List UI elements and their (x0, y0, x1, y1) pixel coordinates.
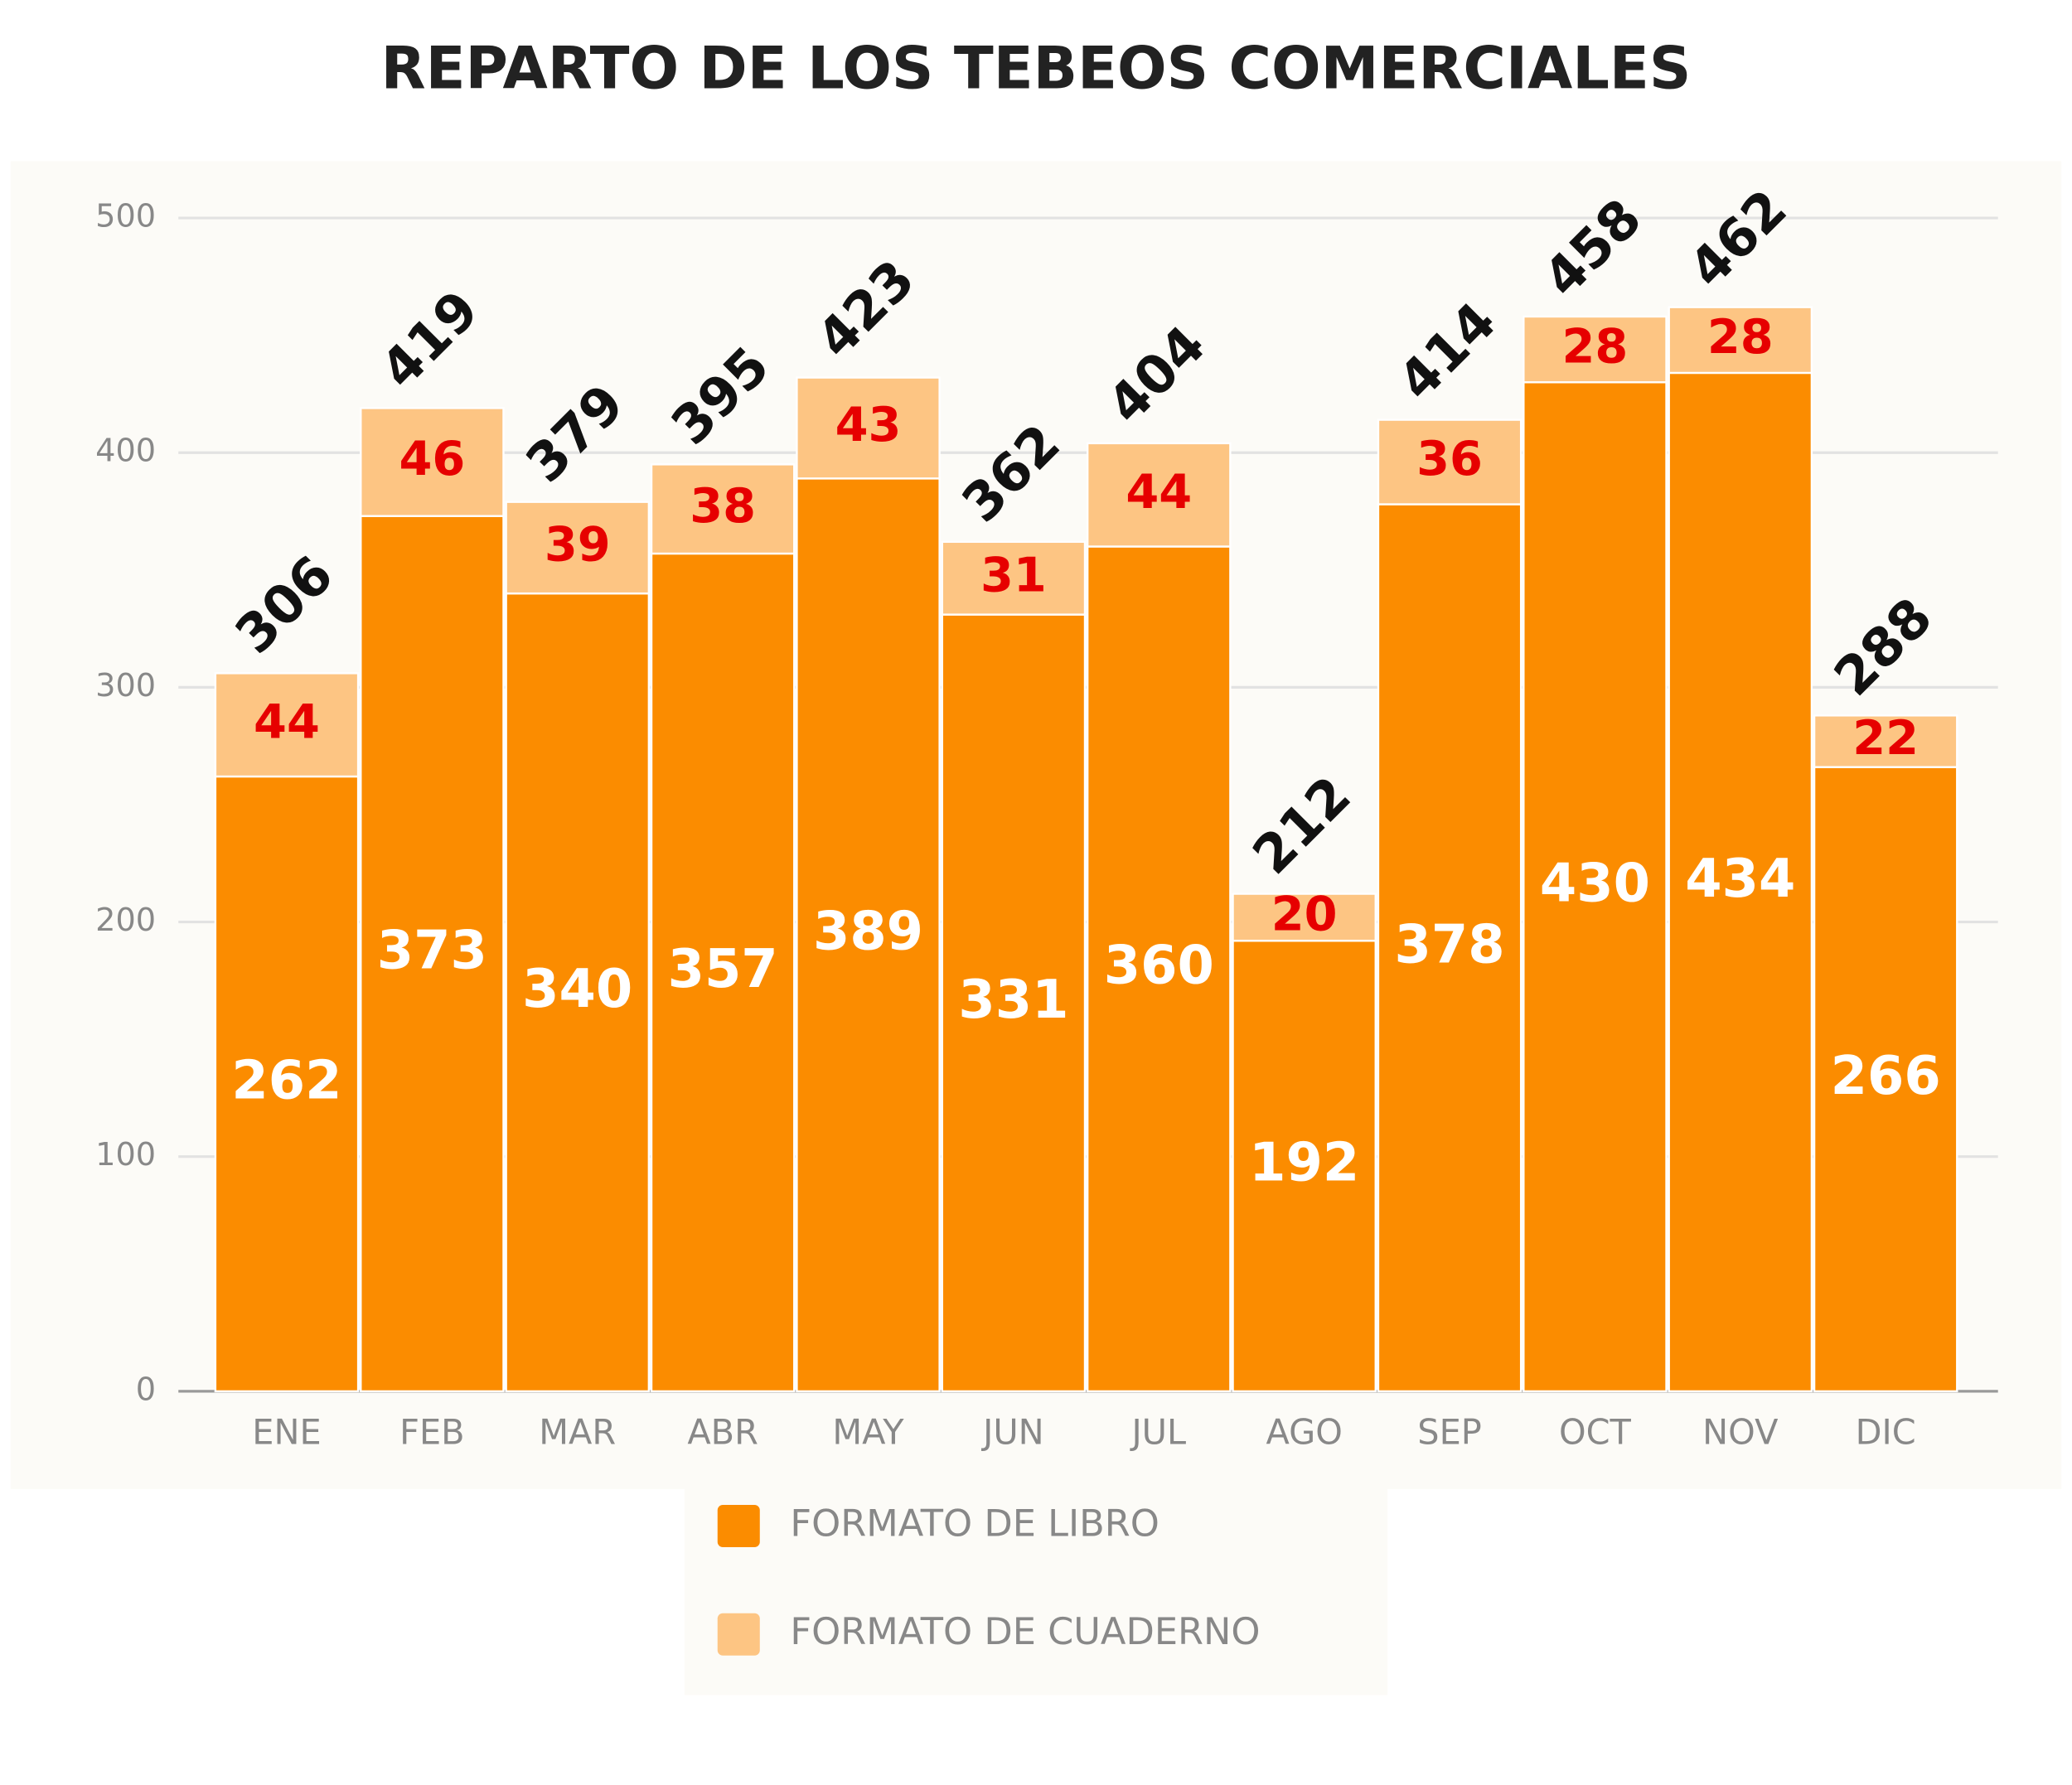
value-label: 331 (958, 970, 1068, 1031)
y-tick-label: 0 (136, 1371, 156, 1408)
x-tick-label: MAY (832, 1412, 904, 1452)
value-label: 192 (1249, 1133, 1359, 1194)
value-label: 31 (980, 547, 1047, 602)
value-label: 44 (254, 694, 320, 749)
bar-segment (650, 552, 796, 1393)
bar-segment (941, 613, 1087, 1393)
value-label: 378 (1394, 914, 1504, 975)
x-tick-label: OCT (1559, 1412, 1632, 1452)
y-tick-label: 300 (95, 667, 156, 704)
bar-segment (941, 540, 1087, 616)
x-tick-label: FEB (399, 1412, 464, 1452)
value-label: 340 (522, 959, 632, 1020)
legend-label: FORMATO DE LIBRO (790, 1502, 1159, 1546)
legend-swatch (717, 1613, 760, 1656)
value-label: 22 (1852, 710, 1919, 766)
bar-segment (1523, 381, 1668, 1393)
bar-segment (1377, 418, 1523, 506)
bar-segment (214, 672, 360, 778)
x-tick-label: AGO (1266, 1412, 1342, 1452)
bar-segment (1086, 545, 1232, 1393)
bar-segment (1377, 503, 1523, 1393)
legend-swatch (717, 1504, 760, 1548)
value-label: 262 (231, 1050, 341, 1111)
x-tick-label: NOV (1702, 1412, 1778, 1452)
value-label: 44 (1126, 464, 1192, 520)
bar-segment (1813, 714, 1958, 768)
value-label: 39 (545, 517, 611, 573)
bar-segment (1668, 371, 1813, 1393)
value-label: 46 (399, 431, 465, 486)
value-label: 430 (1540, 854, 1650, 915)
bar-segment (214, 775, 360, 1393)
x-tick-label: JUL (1129, 1412, 1186, 1452)
value-label: 266 (1831, 1046, 1941, 1107)
bar-segment (1086, 442, 1232, 548)
value-label: 360 (1104, 936, 1214, 997)
bar-segment (505, 592, 651, 1393)
y-tick-label: 100 (95, 1136, 156, 1173)
bar-segment (1232, 940, 1377, 1393)
x-tick-label: DIC (1856, 1412, 1916, 1452)
bar-segment (796, 477, 941, 1393)
value-label: 389 (813, 902, 923, 963)
value-label: 28 (1561, 318, 1628, 374)
x-tick-label: JUN (980, 1412, 1044, 1452)
value-label: 20 (1271, 887, 1338, 942)
value-label: 38 (690, 478, 756, 534)
value-label: 357 (668, 939, 778, 1000)
bar-segment (505, 501, 651, 595)
value-label: 36 (1416, 431, 1483, 486)
bar-segment (360, 407, 505, 517)
value-label: 373 (377, 920, 487, 981)
x-tick-label: ENE (252, 1412, 321, 1452)
bar-segment (1232, 892, 1377, 942)
legend-label: FORMATO DE CUADERNO (790, 1610, 1260, 1653)
x-tick-label: MAR (539, 1412, 616, 1452)
value-label: 434 (1685, 849, 1795, 910)
chart-title: REPARTO DE LOS TEBEOS COMERCIALES (381, 35, 1692, 103)
x-tick-label: SEP (1417, 1412, 1481, 1452)
y-tick-label: 200 (95, 902, 156, 939)
bar-segment (1668, 306, 1813, 375)
y-tick-label: 400 (95, 433, 156, 470)
bar-segment (796, 376, 941, 480)
y-tick-label: 500 (95, 198, 156, 235)
value-label: 43 (835, 397, 902, 452)
value-label: 28 (1707, 309, 1774, 365)
legend-panel (684, 1486, 1388, 1696)
bar-segment (650, 463, 796, 555)
bar-segment (1523, 315, 1668, 384)
x-tick-label: ABR (687, 1412, 758, 1452)
